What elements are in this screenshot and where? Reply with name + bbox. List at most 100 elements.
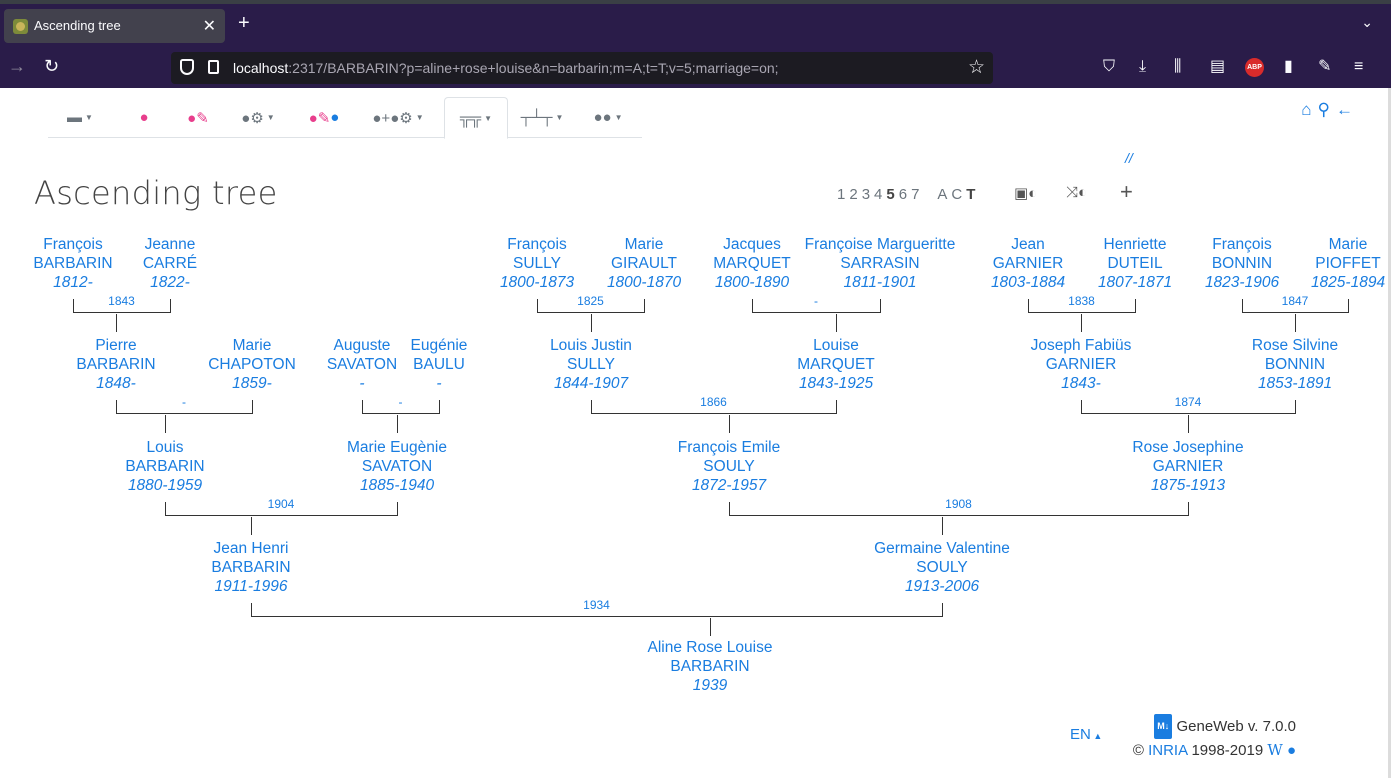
sidebar-icon[interactable]: ▤ bbox=[1210, 58, 1226, 75]
marriage-date[interactable]: 1866 bbox=[700, 395, 727, 409]
person-entry[interactable]: Aline Rose Louise BARBARIN 1939 bbox=[630, 638, 790, 695]
marriage-date[interactable]: - bbox=[182, 395, 186, 409]
marriage-bracket bbox=[73, 299, 171, 313]
url-bar[interactable]: localhost:2317/BARBARIN?p=aline+rose+lou… bbox=[171, 52, 993, 84]
extension-icon[interactable]: ▮ bbox=[1284, 58, 1293, 75]
person-first-name: Marie bbox=[624, 236, 664, 253]
inria-link[interactable]: INRIA bbox=[1148, 742, 1188, 759]
pen-icon[interactable]: ✎ bbox=[1318, 58, 1332, 75]
close-tab-icon[interactable]: ✕ bbox=[202, 18, 216, 35]
mode-link[interactable]: C bbox=[951, 186, 965, 203]
descendants-menu[interactable]: ┬┴┬ ▼ bbox=[510, 97, 574, 138]
home-icon[interactable]: ⌂ bbox=[1301, 100, 1318, 119]
person-entry[interactable]: Rose Silvine BONNIN 1853-1891 bbox=[1215, 336, 1375, 393]
person-entry[interactable]: Joseph Fabiüs GARNIER 1843- bbox=[1001, 336, 1161, 393]
person-dates: 1843- bbox=[1061, 375, 1101, 392]
person-entry[interactable]: Marie PIOFFET 1825-1894 bbox=[1268, 235, 1391, 292]
generation-link[interactable]: 2 bbox=[849, 186, 860, 203]
language-selector[interactable]: EN ▲ bbox=[1070, 726, 1102, 743]
marriage-date[interactable]: 1843 bbox=[108, 294, 135, 308]
person-entry[interactable]: Marie Eugènie SAVATON 1885-1940 bbox=[317, 438, 477, 495]
generation-link[interactable]: 1 bbox=[837, 186, 848, 203]
wikipedia-icon[interactable]: W bbox=[1267, 741, 1283, 759]
person-entry[interactable]: François SULLY 1800-1873 bbox=[457, 235, 617, 292]
person-entry[interactable]: Marie CHAPOTON 1859- bbox=[172, 336, 332, 393]
person-surname: SULLY bbox=[567, 356, 615, 373]
reload-icon[interactable]: ↻ bbox=[44, 56, 60, 76]
plus-icon[interactable]: + bbox=[1120, 179, 1133, 204]
marriage-date[interactable]: 1825 bbox=[577, 294, 604, 308]
marriage-date[interactable]: 1934 bbox=[583, 598, 610, 612]
edit-person-button[interactable]: ●✎ bbox=[166, 97, 230, 138]
person-entry[interactable]: Jean Henri BARBARIN 1911-1996 bbox=[171, 539, 331, 596]
person-entry[interactable]: Jeanne CARRÉ 1822- bbox=[90, 235, 250, 292]
marriage-date[interactable]: 1874 bbox=[1174, 395, 1202, 409]
pocket-icon[interactable]: ⛉ bbox=[1103, 58, 1116, 75]
person-entry[interactable]: Jean GARNIER 1803-1884 bbox=[948, 235, 1108, 292]
image-toggle-icon[interactable]: ▣◐ bbox=[1014, 185, 1038, 202]
generation-link[interactable]: 4 bbox=[874, 186, 885, 203]
person-entry[interactable]: Henriette DUTEIL 1807-1871 bbox=[1055, 235, 1215, 292]
person-entry[interactable]: Germaine Valentine SOULY 1913-2006 bbox=[862, 539, 1022, 596]
person-entry[interactable]: Rose Josephine GARNIER 1875-1913 bbox=[1108, 438, 1268, 495]
url-text[interactable]: localhost:2317/BARBARIN?p=aline+rose+lou… bbox=[233, 60, 779, 76]
generation-link[interactable]: 6 bbox=[898, 186, 910, 203]
marriage-bracket bbox=[591, 400, 837, 414]
person-entry[interactable]: Françoise Margueritte SARRASIN 1811-1901 bbox=[800, 235, 960, 292]
marriage-date[interactable]: 1904 bbox=[267, 497, 295, 511]
person-entry[interactable]: Jacques MARQUET 1800-1890 bbox=[672, 235, 832, 292]
relations-menu[interactable]: ●● ▼ bbox=[576, 97, 640, 138]
github-icon[interactable]: ● bbox=[1286, 742, 1296, 759]
chevron-down-icon: ▼ bbox=[484, 113, 493, 123]
shuffle-toggle-icon[interactable]: ⤨◐ bbox=[1066, 184, 1088, 201]
person-entry[interactable]: François Emile SOULY 1872-1957 bbox=[649, 438, 809, 495]
person-entry[interactable]: Pierre BARBARIN 1848- bbox=[36, 336, 196, 393]
new-tab-icon[interactable]: + bbox=[238, 12, 250, 34]
person-surname: SOULY bbox=[703, 458, 755, 475]
family-menu[interactable]: ●+●⚙ ▼ bbox=[366, 97, 430, 138]
person-entry[interactable]: François BONNIN 1823-1906 bbox=[1162, 235, 1322, 292]
generation-link[interactable]: 3 bbox=[861, 186, 873, 203]
search-icon[interactable]: ⚲ bbox=[1317, 100, 1336, 119]
marriage-date[interactable]: 1838 bbox=[1068, 294, 1095, 308]
descent-line bbox=[116, 314, 117, 332]
forward-icon[interactable]: → bbox=[8, 56, 26, 76]
mode-link-selected[interactable]: T bbox=[966, 186, 978, 203]
person-entry[interactable]: François BARBARIN 1812- bbox=[0, 235, 153, 292]
person-entry[interactable]: Marie GIRAULT 1800-1870 bbox=[564, 235, 724, 292]
marriage-date[interactable]: - bbox=[398, 395, 403, 409]
markdown-icon[interactable]: M↓ bbox=[1154, 714, 1173, 739]
couple-button[interactable]: ●✎ ● bbox=[292, 97, 356, 138]
person-entry[interactable]: Louis BARBARIN 1880-1959 bbox=[85, 438, 245, 495]
person-entry[interactable]: Auguste SAVATON - bbox=[282, 336, 442, 393]
generation-link[interactable]: 7 bbox=[911, 186, 922, 203]
person-entry[interactable]: Louise MARQUET 1843-1925 bbox=[756, 336, 916, 393]
scrollbar[interactable] bbox=[1388, 88, 1391, 778]
marriage-date[interactable]: - bbox=[814, 294, 818, 308]
descent-line bbox=[591, 314, 592, 332]
marriage-date[interactable]: 1847 bbox=[1281, 294, 1309, 308]
copyright-years: 1998-2019 bbox=[1191, 742, 1264, 759]
browser-tab[interactable]: Ascending tree ✕ bbox=[4, 9, 225, 43]
list-tabs-icon[interactable]: ⌄ bbox=[1361, 14, 1373, 30]
library-icon[interactable]: ⫼ bbox=[1174, 58, 1182, 75]
shield-icon[interactable] bbox=[180, 59, 194, 75]
download-icon[interactable]: ⤓ bbox=[1139, 58, 1147, 75]
bookmark-star-icon[interactable]: ☆ bbox=[967, 57, 985, 78]
person-settings-menu[interactable]: ●⚙ ▼ bbox=[226, 97, 290, 138]
page-info-icon[interactable] bbox=[208, 60, 219, 74]
person-surname: BARBARIN bbox=[670, 658, 750, 675]
menu-icon[interactable]: ≡ bbox=[1354, 58, 1364, 75]
back-arrow-icon[interactable]: ← bbox=[1336, 100, 1359, 119]
person-entry[interactable]: Eugénie BAULU - bbox=[359, 336, 519, 393]
adblock-icon[interactable]: ABP bbox=[1245, 58, 1264, 77]
users-gear-icon: ●+●⚙ bbox=[372, 109, 413, 127]
person-button[interactable]: ● bbox=[112, 97, 176, 138]
person-card-menu[interactable]: ▬ ▼ bbox=[48, 97, 112, 138]
mode-link[interactable]: A bbox=[937, 186, 950, 203]
person-dates: 1853-1891 bbox=[1257, 375, 1333, 392]
ascendants-menu[interactable]: ╦╦ ▼ bbox=[444, 97, 508, 139]
person-entry[interactable]: Louis Justin SULLY 1844-1907 bbox=[511, 336, 671, 393]
marriage-date[interactable]: 1908 bbox=[945, 497, 972, 511]
generation-link-selected[interactable]: 5 bbox=[886, 186, 897, 203]
